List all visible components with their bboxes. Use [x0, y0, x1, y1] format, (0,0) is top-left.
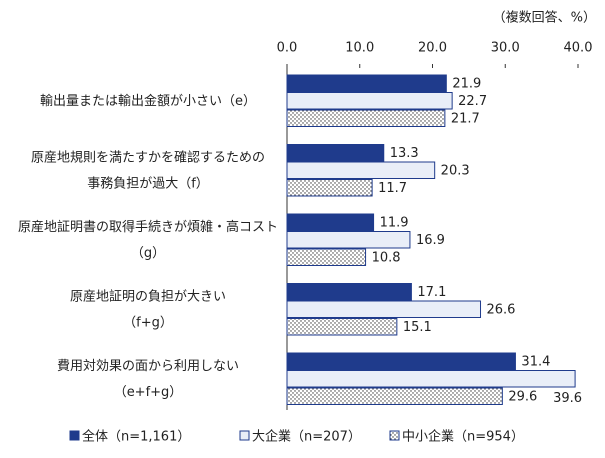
legend-label: 全体（n=1,161） [82, 429, 190, 445]
value-label: 17.1 [417, 285, 446, 300]
category-label: （g） [131, 246, 165, 261]
bar [286, 213, 375, 231]
legend-swatch [389, 430, 400, 441]
bar [286, 144, 385, 162]
bar [286, 248, 367, 266]
category-label: 原産地証明の負担が大きい [70, 288, 226, 304]
value-label: 20.3 [441, 163, 470, 178]
bar [286, 300, 482, 318]
bar [286, 352, 516, 370]
bar [286, 231, 411, 249]
category-label: 原産地規則を満たすかを確認するための [31, 149, 265, 165]
legend-swatch [69, 430, 80, 441]
unit-label: （複数回答、%） [493, 10, 596, 26]
value-label: 11.7 [378, 181, 407, 196]
category-label: 事務負担が過大（f） [87, 176, 209, 191]
value-label: 10.8 [372, 250, 401, 265]
bar [286, 387, 503, 405]
value-label: 15.1 [403, 320, 432, 335]
x-tick-label: 0.0 [277, 41, 298, 56]
bar [286, 283, 412, 301]
x-tick-label: 30.0 [491, 41, 520, 56]
value-label: 21.9 [452, 76, 481, 91]
value-label: 39.6 [553, 391, 582, 406]
x-tick-label: 10.0 [345, 41, 374, 56]
value-label: 26.6 [487, 302, 516, 317]
category-label: 原産地証明書の取得手続きが煩雑・高コスト [18, 219, 278, 235]
category-label: （e+f+g） [114, 385, 183, 400]
value-label: 29.6 [508, 389, 537, 404]
value-label: 16.9 [416, 233, 445, 248]
legend-label: 中小企業（n=954） [402, 429, 524, 445]
category-label: 輸出量または輸出金額が小さい（e） [40, 93, 256, 109]
bar [286, 370, 576, 388]
category-label: （f+g） [123, 315, 173, 330]
bar [286, 161, 436, 179]
x-tick-label: 40.0 [564, 41, 593, 56]
bar [286, 74, 447, 92]
value-label: 21.7 [451, 111, 480, 126]
legend-swatch [239, 430, 250, 441]
bar [286, 109, 446, 127]
legend-label: 大企業（n=207） [252, 429, 361, 445]
value-label: 22.7 [458, 94, 487, 109]
value-label: 13.3 [390, 146, 419, 161]
bar [286, 179, 373, 197]
bar [286, 318, 398, 336]
bar [286, 92, 453, 110]
value-label: 11.9 [380, 215, 409, 230]
category-label: 費用対効果の面から利用しない [57, 359, 239, 374]
value-label: 31.4 [521, 354, 550, 369]
x-tick-label: 20.0 [418, 41, 447, 56]
